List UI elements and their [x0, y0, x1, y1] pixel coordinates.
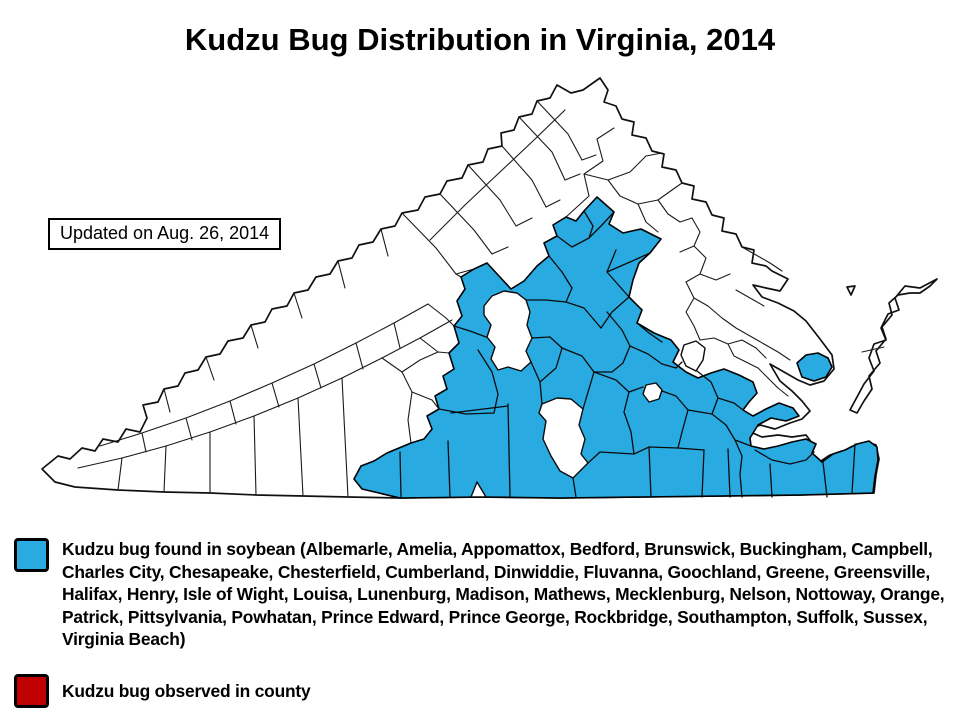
legend-swatch-observed — [14, 673, 49, 708]
white-enclaves — [470, 290, 706, 498]
updated-date-box: Updated on Aug. 26, 2014 — [48, 218, 282, 250]
enclave-amherst — [483, 290, 533, 372]
enclave-charlotte — [538, 397, 589, 479]
county-borders-blue-region — [399, 210, 856, 498]
page-title: Kudzu Bug Distribution in Virginia, 2014 — [184, 22, 776, 57]
eastern-shore-county-line — [861, 346, 885, 353]
legend-item-soybean: Kudzu bug found in soybean (Albemarle, A… — [14, 538, 952, 651]
legend: Kudzu bug found in soybean (Albemarle, A… — [14, 538, 952, 708]
legend-label-soybean: Kudzu bug found in soybean (Albemarle, A… — [62, 539, 945, 650]
kudzu-soybean-region — [353, 196, 879, 499]
legend-item-observed: Kudzu bug observed in county — [14, 673, 952, 708]
kudzu-soybean-mathews — [796, 352, 833, 382]
enclave-nottoway-city — [642, 382, 663, 403]
eastern-shore-outline — [849, 278, 938, 414]
tangier-island — [846, 285, 856, 296]
enclave-danville — [470, 481, 487, 498]
legend-swatch-soybean — [14, 538, 49, 572]
enclave-henrico-west — [680, 340, 706, 372]
legend-label-observed: Kudzu bug observed in county — [62, 680, 311, 701]
county-borders-white-region — [77, 100, 791, 498]
